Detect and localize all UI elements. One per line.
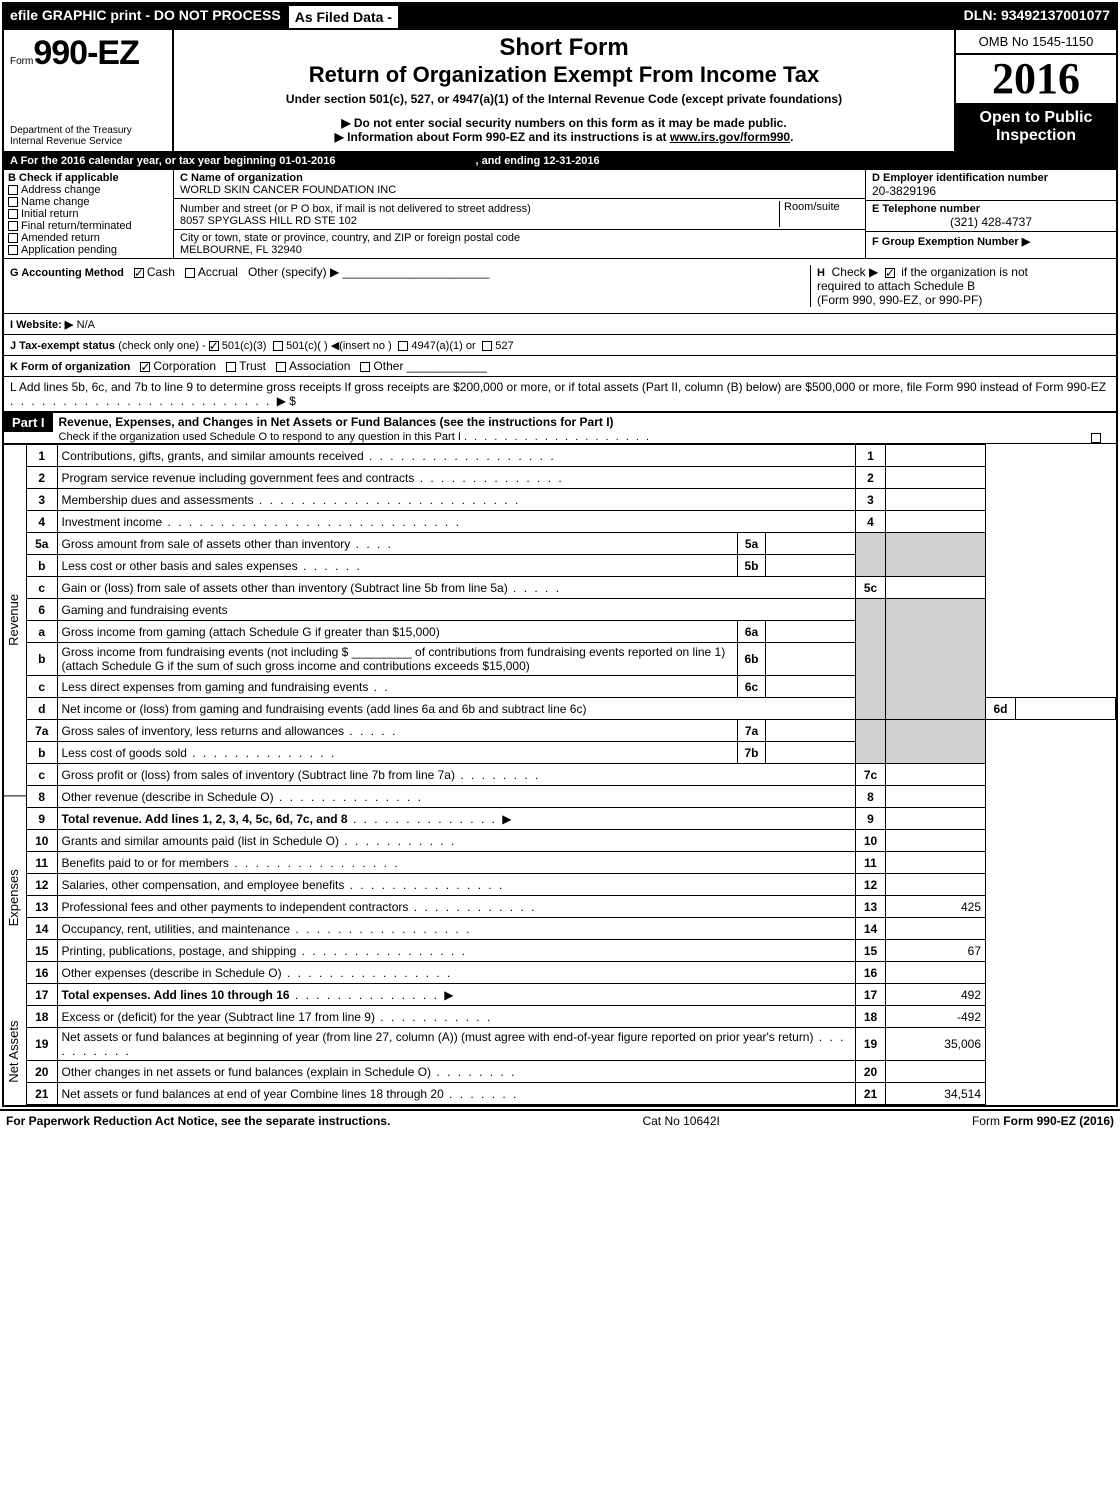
- box-c: C Name of organization WORLD SKIN CANCER…: [174, 170, 866, 258]
- line-7a: 7aGross sales of inventory, less returns…: [27, 720, 1116, 742]
- line-4: 4Investment income . . . . . . . . . . .…: [27, 511, 1116, 533]
- chk-corp[interactable]: [140, 362, 150, 372]
- as-filed-tag: As Filed Data -: [287, 4, 400, 30]
- line-5a: 5aGross amount from sale of assets other…: [27, 533, 1116, 555]
- line-1: 1Contributions, gifts, grants, and simil…: [27, 445, 1116, 467]
- chk-initial-return[interactable]: Initial return: [8, 208, 169, 220]
- chk-address-change[interactable]: Address change: [8, 184, 169, 196]
- footer-right: Form Form 990-EZ (2016): [972, 1114, 1114, 1128]
- line-17: 17Total expenses. Add lines 10 through 1…: [27, 984, 1116, 1006]
- chk-trust[interactable]: [226, 362, 236, 372]
- omb-number: OMB No 1545-1150: [956, 30, 1116, 55]
- ein-label: D Employer identification number: [872, 172, 1110, 184]
- chk-schedule-b[interactable]: [885, 268, 895, 278]
- tax-year: 2016: [956, 55, 1116, 103]
- section-bcd: B Check if applicable Address change Nam…: [4, 170, 1116, 258]
- form-container: efile GRAPHIC print - DO NOT PROCESS As …: [2, 2, 1118, 1107]
- top-bar: efile GRAPHIC print - DO NOT PROCESS As …: [4, 4, 1116, 30]
- form-note-2: ▶ Information about Form 990-EZ and its …: [180, 130, 948, 144]
- chk-name-change[interactable]: Name change: [8, 196, 169, 208]
- chk-other-org[interactable]: [360, 362, 370, 372]
- chk-final-return[interactable]: Final return/terminated: [8, 220, 169, 232]
- box-def: D Employer identification number 20-3829…: [866, 170, 1116, 258]
- ein-value: 20-3829196: [872, 184, 1110, 198]
- line-15: 15Printing, publications, postage, and s…: [27, 940, 1116, 962]
- part-1-title: Revenue, Expenses, and Changes in Net As…: [53, 413, 1110, 431]
- line-21: 21Net assets or fund balances at end of …: [27, 1083, 1116, 1105]
- form-note-1: ▶ Do not enter social security numbers o…: [180, 116, 948, 130]
- irs-link[interactable]: www.irs.gov/form990: [670, 130, 790, 144]
- chk-pending[interactable]: Application pending: [8, 244, 169, 256]
- form-subtitle: Under section 501(c), 527, or 4947(a)(1)…: [180, 92, 948, 106]
- line-5c: cGain or (loss) from sale of assets othe…: [27, 577, 1116, 599]
- part-1-check-text: Check if the organization used Schedule …: [59, 431, 461, 443]
- part-1-header: Part I Revenue, Expenses, and Changes in…: [4, 411, 1116, 444]
- line-l: L Add lines 5b, 6c, and 7b to line 9 to …: [4, 377, 1116, 411]
- department: Department of the Treasury Internal Reve…: [10, 125, 166, 147]
- chk-assoc[interactable]: [276, 362, 286, 372]
- street-value: 8057 SPYGLASS HILL RD STE 102: [180, 215, 779, 227]
- line-i: I Website: ▶ N/A: [4, 314, 1116, 335]
- org-name: WORLD SKIN CANCER FOUNDATION INC: [180, 184, 859, 196]
- line-3: 3Membership dues and assessments . . . .…: [27, 489, 1116, 511]
- org-name-label: C Name of organization: [180, 172, 859, 184]
- line-7c: cGross profit or (loss) from sales of in…: [27, 764, 1116, 786]
- street-label: Number and street (or P O box, if mail i…: [180, 203, 531, 215]
- chk-4947[interactable]: [398, 341, 408, 351]
- line-20: 20Other changes in net assets or fund ba…: [27, 1061, 1116, 1083]
- chk-schedule-o[interactable]: [1091, 433, 1101, 443]
- efile-tag: efile GRAPHIC print - DO NOT PROCESS: [4, 4, 287, 30]
- dln: DLN: 93492137001077: [958, 4, 1116, 30]
- line-19: 19Net assets or fund balances at beginni…: [27, 1028, 1116, 1061]
- line-11: 11Benefits paid to or for members . . . …: [27, 852, 1116, 874]
- section-a: A For the 2016 calendar year, or tax yea…: [4, 153, 1116, 170]
- line-16: 16Other expenses (describe in Schedule O…: [27, 962, 1116, 984]
- line-k: K Form of organization Corporation Trust…: [4, 356, 1116, 377]
- accounting-other: Other (specify) ▶: [248, 265, 339, 279]
- phone-value: (321) 428-4737: [872, 215, 1110, 229]
- city-label: City or town, state or province, country…: [180, 232, 859, 244]
- form-header: Form990-EZ Department of the Treasury In…: [4, 30, 1116, 153]
- page-footer: For Paperwork Reduction Act Notice, see …: [0, 1109, 1120, 1131]
- chk-501c3[interactable]: [209, 341, 219, 351]
- city-value: MELBOURNE, FL 32940: [180, 244, 859, 256]
- website-value: N/A: [77, 319, 95, 331]
- phone-label: E Telephone number: [872, 203, 1110, 215]
- chk-accrual[interactable]: [185, 268, 195, 278]
- line-10: 10Grants and similar amounts paid (list …: [27, 830, 1116, 852]
- lines-table: 1Contributions, gifts, grants, and simil…: [27, 444, 1116, 1105]
- footer-cat: Cat No 10642I: [642, 1114, 719, 1128]
- box-b: B Check if applicable Address change Nam…: [4, 170, 174, 258]
- form-number: Form990-EZ: [10, 34, 166, 73]
- short-form-title: Short Form: [180, 34, 948, 62]
- line-9: 9Total revenue. Add lines 1, 2, 3, 4, 5c…: [27, 808, 1116, 830]
- chk-cash[interactable]: [134, 268, 144, 278]
- group-exemption-label: F Group Exemption Number ▶: [872, 236, 1030, 248]
- side-revenue: Revenue: [4, 444, 26, 795]
- line-12: 12Salaries, other compensation, and empl…: [27, 874, 1116, 896]
- line-8: 8Other revenue (describe in Schedule O) …: [27, 786, 1116, 808]
- open-to-public: Open to Public Inspection: [956, 103, 1116, 151]
- side-netassets: Net Assets: [4, 999, 26, 1105]
- form-title: Return of Organization Exempt From Incom…: [180, 62, 948, 88]
- footer-left: For Paperwork Reduction Act Notice, see …: [6, 1114, 390, 1128]
- line-6: 6Gaming and fundraising events: [27, 599, 1116, 621]
- chk-501c[interactable]: [273, 341, 283, 351]
- line-14: 14Occupancy, rent, utilities, and mainte…: [27, 918, 1116, 940]
- side-expenses: Expenses: [4, 795, 26, 999]
- accounting-method-label: G Accounting Method: [10, 267, 124, 279]
- chk-amended[interactable]: Amended return: [8, 232, 169, 244]
- line-j: J Tax-exempt status (check only one) - 5…: [4, 335, 1116, 356]
- chk-527[interactable]: [482, 341, 492, 351]
- part-1-label: Part I: [4, 413, 53, 432]
- room-suite-label: Room/suite: [779, 201, 859, 227]
- line-13: 13Professional fees and other payments t…: [27, 896, 1116, 918]
- box-h: H Check ▶ if the organization is not req…: [810, 265, 1110, 307]
- line-2: 2Program service revenue including gover…: [27, 467, 1116, 489]
- part-1-body: Revenue Expenses Net Assets 1Contributio…: [4, 444, 1116, 1105]
- line-18: 18Excess or (deficit) for the year (Subt…: [27, 1006, 1116, 1028]
- line-g-h: G Accounting Method Cash Accrual Other (…: [4, 258, 1116, 314]
